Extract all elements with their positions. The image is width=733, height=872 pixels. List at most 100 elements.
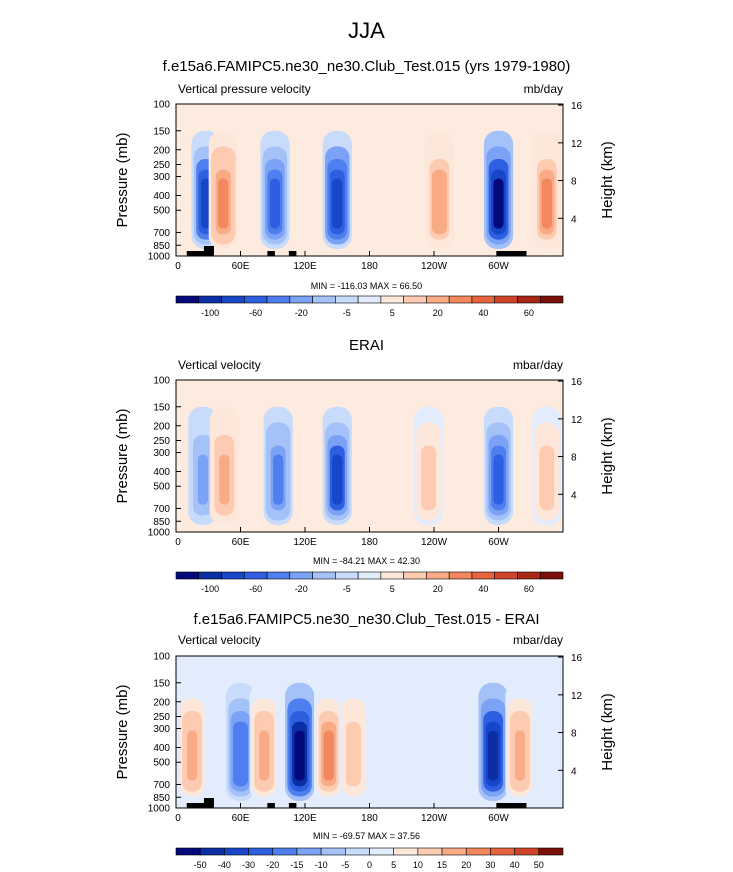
feature-cell: [541, 178, 552, 229]
colorbar-swatch: [320, 847, 346, 856]
colorbar-swatch: [441, 847, 467, 856]
y-tick-label: 850: [153, 241, 170, 252]
colorbar-swatch: [266, 295, 291, 304]
colorbar-label: 40: [510, 860, 520, 870]
panel-2-title: ERAI: [348, 337, 384, 354]
y-tick-label: 300: [153, 448, 170, 459]
feature-cell: [294, 730, 305, 781]
x-tick-label: 60W: [488, 537, 509, 548]
height-tick-label: 8: [571, 729, 577, 740]
panel-1-title: f.e15a6.FAMIPC5.ne30_ne30.Club_Test.015 …: [162, 58, 571, 75]
panel-3-units-label: mbar/day: [512, 633, 563, 647]
feature-cell: [488, 730, 499, 781]
y-tick-label: 500: [153, 758, 170, 769]
colorbar-swatch: [517, 295, 541, 304]
colorbar-swatch: [357, 571, 382, 580]
colorbar-swatch: [494, 295, 518, 304]
colorbar-swatch: [517, 571, 541, 580]
height-tick-label: 16: [571, 101, 583, 112]
panel-1-min-max: MIN = -116.03 MAX = 66.50: [310, 281, 423, 291]
x-tick-label: 120W: [421, 813, 448, 824]
colorbar-label: 10: [413, 860, 423, 870]
colorbar-swatch: [403, 571, 427, 580]
colorbar-swatch: [198, 571, 222, 580]
feature-cell: [218, 178, 229, 229]
colorbar-swatch: [312, 571, 336, 580]
colorbar-label: -100: [201, 308, 219, 318]
x-tick-label: 120W: [421, 261, 448, 272]
colorbar-swatch: [538, 847, 564, 856]
colorbar-label: 5: [391, 860, 396, 870]
colorbar-swatch: [448, 571, 473, 580]
colorbar-label: 40: [478, 308, 488, 318]
x-tick-label: 180: [361, 537, 378, 548]
feature-cell: [423, 454, 434, 505]
y-tick-label: 150: [153, 126, 170, 137]
colorbar-label: -50: [194, 860, 207, 870]
height-tick-label: 12: [571, 415, 583, 426]
colorbar-swatch: [380, 571, 404, 580]
height-tick-label: 12: [571, 139, 583, 150]
height-tick-label: 4: [571, 490, 577, 501]
y-tick-label: 300: [153, 172, 170, 183]
feature-cell: [187, 730, 198, 781]
feature-cell: [332, 178, 343, 229]
topography-block: [267, 251, 275, 256]
y-tick-label: 250: [153, 436, 170, 447]
panel-2-min-max: MIN = -84.21 MAX = 42.30: [312, 556, 421, 566]
x-tick-label: 0: [175, 537, 181, 548]
x-tick-label: 120E: [293, 537, 317, 548]
topography-block: [267, 803, 275, 808]
topography-block: [203, 798, 214, 808]
y-tick-label: 150: [153, 678, 170, 689]
y-tick-label: 200: [153, 697, 170, 708]
colorbar-swatch: [296, 847, 322, 856]
colorbar-swatch: [243, 295, 268, 304]
colorbar-swatch: [490, 847, 515, 856]
feature-cell: [493, 454, 504, 505]
colorbar-label: 5: [390, 308, 395, 318]
feature-cell: [269, 178, 280, 229]
colorbar-label: -40: [218, 860, 231, 870]
height-axis-label: Height (km): [599, 693, 616, 771]
y-tick-label: 1000: [148, 528, 171, 539]
height-axis-label: Height (km): [599, 141, 616, 219]
colorbar-swatch: [221, 571, 245, 580]
colorbar-label: -5: [343, 308, 351, 318]
feature-cell: [201, 178, 212, 229]
panel-3-title: f.e15a6.FAMIPC5.ne30_ne30.Club_Test.015 …: [193, 611, 540, 628]
panel-2-colorbar: -100 -60 -20 -5 5 20 40 60: [175, 571, 564, 594]
colorbar-swatch: [471, 295, 496, 304]
panel-2-variable-label: Vertical velocity: [178, 358, 261, 372]
colorbar-swatch: [335, 571, 359, 580]
panel-3-colorbar: -50 -40 -30 -20 -15 -10 -5 0 5 10 15 20 30 40 50: [175, 847, 564, 870]
colorbar-label: -100: [201, 584, 219, 594]
x-tick-label: 60W: [488, 813, 509, 824]
colorbar-swatch: [448, 295, 473, 304]
colorbar-label: 20: [461, 860, 471, 870]
y-tick-label: 850: [153, 517, 170, 528]
y-tick-label: 1000: [148, 804, 171, 815]
feature-cell: [235, 730, 246, 781]
colorbar-label: -15: [290, 860, 303, 870]
height-tick-label: 16: [571, 377, 583, 388]
colorbar-swatch: [272, 847, 298, 856]
colorbar-swatch: [345, 847, 370, 856]
colorbar-swatch: [426, 295, 450, 304]
colorbar-label: 20: [433, 584, 443, 594]
colorbar-swatch: [417, 847, 443, 856]
x-tick-label: 120E: [293, 261, 317, 272]
y-tick-label: 100: [153, 100, 170, 111]
panel-1-colorbar: -100 -60 -20 -5 5 20 40 60: [175, 295, 564, 318]
colorbar-label: -5: [341, 860, 349, 870]
height-axis-label: Height (km): [599, 417, 616, 495]
y-axis-label: Pressure (mb): [114, 132, 131, 227]
y-tick-label: 250: [153, 712, 170, 723]
y-tick-label: 500: [153, 482, 170, 493]
feature-cell: [219, 454, 230, 505]
feature-cell: [348, 730, 359, 781]
y-tick-label: 100: [153, 376, 170, 387]
x-tick-label: 0: [175, 261, 181, 272]
x-tick-label: 60W: [488, 261, 509, 272]
